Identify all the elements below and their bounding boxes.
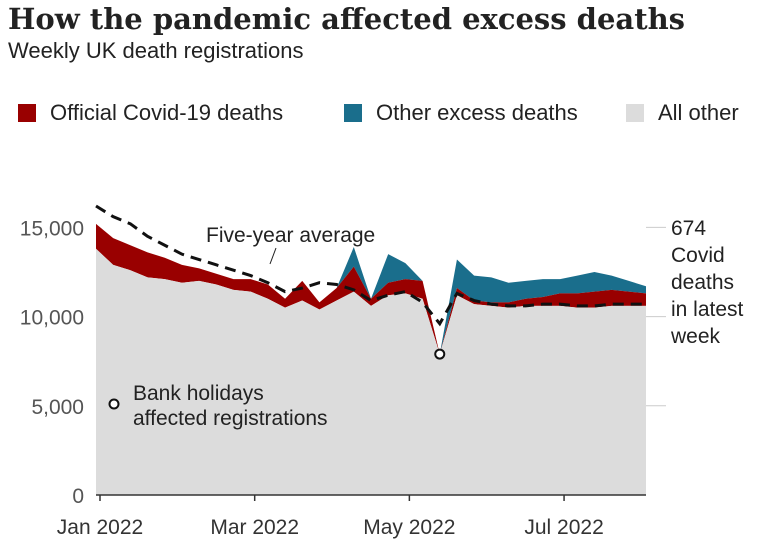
legend-label-all-other: All other [658, 100, 739, 125]
annotation-covid-latest-line5: week [670, 325, 721, 348]
annotation-bank-holidays-line2: affected registrations [133, 407, 328, 430]
area-other-excess-deaths [96, 223, 646, 355]
legend-swatch-covid [18, 104, 36, 122]
x-tick-label-1: Mar 2022 [210, 516, 299, 539]
legend-swatch-all-other [626, 104, 644, 122]
annotation-bank-holiday-icon [108, 398, 120, 410]
legend-swatch-other-excess [344, 104, 362, 122]
y-tick-label-15000: 15,000 [20, 217, 84, 240]
annotation-covid-latest-line1: 674 [671, 217, 706, 240]
legend-item-all-other: All other [626, 100, 739, 126]
legend-item-covid: Official Covid-19 deaths [18, 100, 283, 126]
chart-title: How the pandemic affected excess deaths [8, 2, 686, 36]
legend-item-other-excess: Other excess deaths [344, 100, 578, 126]
y-tick-label-10000: 10,000 [20, 307, 84, 330]
x-tick-label-0: Jan 2022 [57, 516, 143, 539]
x-tick-label-2: May 2022 [363, 516, 455, 539]
annotation-five-year-pointer [269, 247, 277, 265]
area-all-other-deaths [96, 248, 646, 495]
bank-holiday-marker-0 [434, 348, 446, 360]
legend: Official Covid-19 deaths Other excess de… [18, 100, 768, 128]
annotation-covid-latest-line2: Covid [671, 244, 725, 267]
legend-label-covid: Official Covid-19 deaths [50, 100, 284, 125]
x-tick-label-3: Jul 2022 [524, 516, 603, 539]
annotation-covid-latest-line3: deaths [671, 271, 734, 294]
annotation-five-year-average: Five-year average [206, 224, 375, 247]
y-tick-label-5000: 5,000 [31, 396, 84, 419]
annotation-covid-latest-line4: in latest [671, 298, 744, 321]
y-tick-label-0: 0 [72, 485, 84, 508]
annotation-bank-holidays-line1: Bank holidays [133, 382, 264, 405]
legend-label-other-excess: Other excess deaths [376, 100, 578, 125]
chart-subtitle: Weekly UK death registrations [8, 38, 304, 63]
